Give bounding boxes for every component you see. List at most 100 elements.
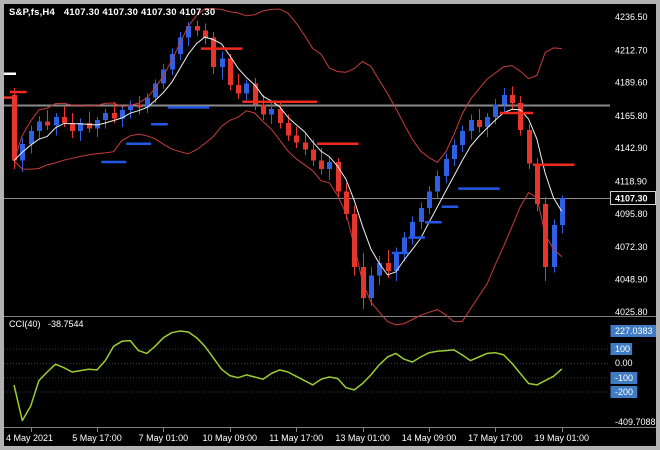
- candle-body: [518, 103, 523, 130]
- candle-body: [112, 113, 117, 119]
- candle-body: [269, 108, 274, 115]
- candle-body: [153, 83, 158, 98]
- time-axis-label: 10 May 09:00: [203, 433, 258, 443]
- candle-body: [54, 117, 59, 126]
- chart-header: S&P,fs,H4 4107.30 4107.30 4107.30 4107.3…: [9, 7, 215, 18]
- price-axis-label: 4165.80: [615, 111, 648, 121]
- candle-body: [394, 253, 399, 272]
- indicator-lines-layer: [10, 8, 575, 422]
- candle-body: [303, 142, 308, 150]
- current-price-label: 4107.30: [615, 194, 648, 204]
- candle-body: [369, 275, 374, 298]
- candle-body: [45, 121, 50, 126]
- candle-body: [62, 117, 67, 123]
- cci-axis-label: 100: [615, 344, 630, 354]
- candle-body: [261, 104, 266, 115]
- candle-body: [29, 131, 34, 144]
- chart-area: 4236.50 4212.70 4189.60 4165.80 4142.90 4118.…: [4, 4, 656, 446]
- cci-axis-label: -100: [615, 373, 633, 383]
- price-axis-label: 4142.90: [615, 143, 648, 153]
- candle-body: [319, 160, 324, 169]
- grid-layer: [4, 72, 656, 428]
- candle-body: [527, 129, 532, 164]
- candle-body: [253, 83, 258, 105]
- candle-body: [419, 208, 424, 223]
- candle-body: [452, 145, 457, 160]
- price-axis-label: 4025.80: [615, 307, 648, 317]
- candle-body: [37, 121, 42, 132]
- candle-body: [145, 97, 150, 108]
- candle-body: [78, 122, 83, 132]
- cci-level-box: [610, 386, 638, 398]
- candle-body: [535, 163, 540, 204]
- candle-body: [510, 94, 515, 104]
- cci-axis-label: -409.7088: [615, 417, 656, 427]
- candle-body: [402, 237, 407, 253]
- candle-body: [311, 149, 316, 161]
- candle-body: [278, 108, 283, 123]
- candle-body: [386, 262, 391, 272]
- candle-body: [170, 54, 175, 70]
- candle-body: [195, 26, 200, 31]
- cci-level-box: [610, 372, 638, 384]
- candle-body: [485, 117, 490, 127]
- time-axis-label: 11 May 17:00: [269, 433, 323, 443]
- candle-body: [469, 120, 474, 132]
- candle-body: [178, 37, 183, 55]
- cci-value-label: -38.7544: [48, 319, 84, 329]
- upper-band-line: [13, 8, 562, 163]
- candle-body: [444, 159, 449, 176]
- symbol-period-label: S&P,fs,H4: [9, 7, 55, 18]
- current-price-box: [610, 191, 656, 205]
- candle-body: [244, 83, 249, 94]
- candle-body: [435, 176, 440, 192]
- candle-body: [228, 58, 233, 85]
- candles-layer: [12, 20, 565, 309]
- candle-body: [236, 85, 241, 94]
- cci-level-box: [610, 325, 656, 337]
- time-axis-label: 4 May 2021: [6, 433, 53, 443]
- cci-name-label: CCI(40): [9, 319, 41, 329]
- candle-body: [352, 213, 357, 267]
- lower-band-line: [13, 110, 563, 326]
- candle-body: [161, 69, 166, 84]
- candle-body: [344, 191, 349, 214]
- cci-line: [13, 330, 563, 422]
- price-axis-label: 4072.30: [615, 242, 648, 252]
- time-axis-label: 17 May 17:00: [468, 433, 523, 443]
- candle-body: [502, 94, 507, 105]
- candle-body: [327, 162, 332, 169]
- candle-body: [560, 197, 565, 225]
- axis-layer: 4236.50 4212.70 4189.60 4165.80 4142.90 4118.…: [6, 12, 656, 443]
- candle-body: [137, 104, 142, 108]
- price-chart-canvas[interactable]: 4236.50 4212.70 4189.60 4165.80 4142.90 4118.…: [4, 4, 656, 446]
- time-axis-label: 14 May 09:00: [402, 433, 457, 443]
- time-axis-label: 19 May 01:00: [535, 433, 590, 443]
- candle-body: [120, 110, 125, 119]
- cci-axis-label: 227.0383: [615, 326, 653, 336]
- candle-body: [427, 191, 432, 209]
- candle-body: [552, 225, 557, 267]
- price-axis-label: 4236.50: [615, 12, 648, 22]
- candle-body: [410, 222, 415, 238]
- time-axis-label: 5 May 17:00: [72, 433, 122, 443]
- candle-body: [95, 120, 100, 129]
- time-axis-label: 13 May 01:00: [335, 433, 390, 443]
- cci-axis-label: -200: [615, 387, 633, 397]
- candle-body: [70, 122, 75, 132]
- candle-body: [294, 135, 299, 143]
- price-axis-label: 4118.90: [615, 177, 647, 187]
- candle-body: [477, 120, 482, 127]
- candle-body: [460, 131, 465, 146]
- candle-body: [493, 104, 498, 118]
- price-axis-label: 4048.90: [615, 275, 648, 285]
- candle-body: [103, 113, 108, 120]
- price-axis-label: 4095.80: [615, 209, 648, 219]
- candle-body: [203, 30, 208, 38]
- cci-level-box: [610, 343, 633, 355]
- candle-body: [220, 58, 225, 67]
- candle-body: [286, 122, 291, 136]
- candle-body: [186, 26, 191, 38]
- candle-body: [336, 162, 341, 192]
